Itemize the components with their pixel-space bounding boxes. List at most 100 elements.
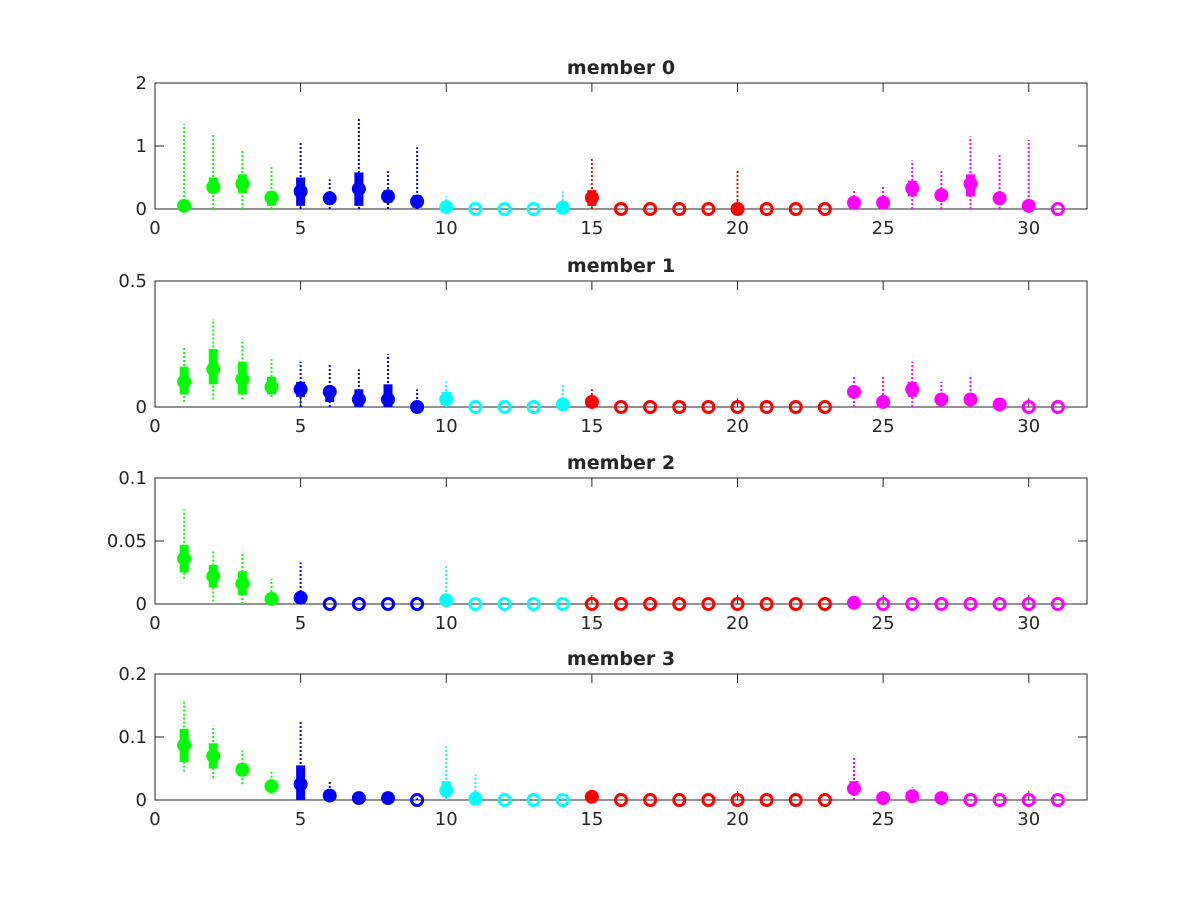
box-28	[963, 136, 978, 209]
x-tick-label: 10	[435, 218, 458, 239]
median-marker	[293, 382, 308, 397]
subplot-title: member 2	[567, 452, 675, 474]
box-11	[468, 597, 483, 611]
box-15	[584, 597, 599, 611]
median-marker	[206, 748, 221, 763]
median-marker	[555, 793, 570, 807]
median-marker	[555, 200, 570, 215]
median-marker	[381, 392, 395, 407]
box-20	[730, 169, 745, 216]
box-17	[643, 793, 658, 807]
median-marker	[701, 793, 716, 807]
box-13	[526, 793, 541, 807]
median-marker	[1050, 202, 1065, 216]
median-marker	[876, 597, 891, 611]
x-tick-label: 5	[295, 218, 306, 239]
median-marker	[322, 597, 337, 611]
box-29	[992, 154, 1007, 209]
box-31	[1050, 597, 1065, 611]
box-8	[381, 171, 395, 209]
box-22	[788, 400, 803, 414]
median-marker	[293, 777, 308, 792]
median-marker	[934, 597, 949, 611]
box-14	[555, 597, 570, 611]
box-30	[1021, 400, 1036, 414]
box-17	[643, 597, 658, 611]
median-marker	[497, 202, 512, 216]
x-tick-label: 0	[149, 613, 160, 634]
box-2	[206, 551, 221, 602]
median-marker	[672, 400, 687, 414]
median-marker	[730, 400, 745, 414]
median-marker	[905, 789, 920, 804]
median-marker	[992, 597, 1007, 611]
box-25	[876, 791, 891, 806]
box-11	[468, 202, 483, 216]
box-2	[206, 318, 221, 400]
y-tick-label: 0	[136, 594, 147, 615]
median-marker	[992, 793, 1007, 807]
median-marker	[614, 202, 628, 216]
y-tick-label: 0.5	[118, 271, 147, 292]
median-marker	[322, 384, 337, 399]
median-marker	[847, 595, 861, 610]
box-3	[235, 749, 250, 785]
median-marker	[497, 400, 512, 414]
median-marker	[701, 400, 716, 414]
box-3	[235, 553, 250, 604]
box-26	[905, 597, 920, 611]
box-7	[351, 597, 366, 611]
box-15	[584, 157, 599, 209]
box-1	[177, 509, 192, 579]
y-tick-label: 0.05	[107, 531, 147, 552]
subplot-title: member 3	[567, 648, 675, 670]
y-tick-label: 0	[136, 397, 147, 418]
box-30	[1021, 139, 1036, 213]
x-tick-label: 0	[149, 809, 160, 830]
median-marker	[439, 593, 454, 608]
y-tick-label: 0.1	[118, 468, 147, 489]
box-4	[264, 578, 279, 606]
median-marker	[497, 793, 512, 807]
box-24	[847, 190, 861, 210]
box-26	[905, 787, 920, 804]
median-marker	[177, 198, 192, 213]
median-marker	[876, 195, 891, 210]
median-marker	[322, 191, 337, 206]
median-marker	[992, 191, 1007, 206]
median-marker	[817, 400, 832, 414]
median-marker	[905, 181, 920, 196]
box-9	[410, 147, 425, 209]
median-marker	[526, 400, 541, 414]
median-marker	[526, 793, 541, 807]
median-marker	[701, 202, 716, 216]
median-marker	[614, 793, 628, 807]
median-marker	[759, 202, 774, 216]
median-marker	[788, 202, 803, 216]
y-tick-label: 0	[136, 790, 147, 811]
subplot-title: member 1	[567, 255, 675, 277]
x-tick-label: 10	[435, 613, 458, 634]
median-marker	[322, 788, 337, 803]
box-11	[468, 400, 483, 414]
median-marker	[584, 597, 599, 611]
box-9	[410, 389, 425, 414]
box-3	[235, 338, 250, 400]
box-27	[934, 597, 949, 611]
box-15	[584, 789, 599, 804]
axes-box	[154, 477, 1088, 605]
box-4	[264, 770, 279, 794]
median-marker	[963, 793, 978, 807]
x-tick-label: 15	[580, 416, 603, 437]
box-13	[526, 400, 541, 414]
box-13	[526, 202, 541, 216]
box-18	[672, 202, 687, 216]
x-tick-label: 25	[872, 416, 895, 437]
box-10	[439, 746, 454, 800]
box-7	[351, 791, 366, 806]
box-21	[759, 202, 774, 216]
median-marker	[817, 202, 832, 216]
median-marker	[672, 597, 687, 611]
